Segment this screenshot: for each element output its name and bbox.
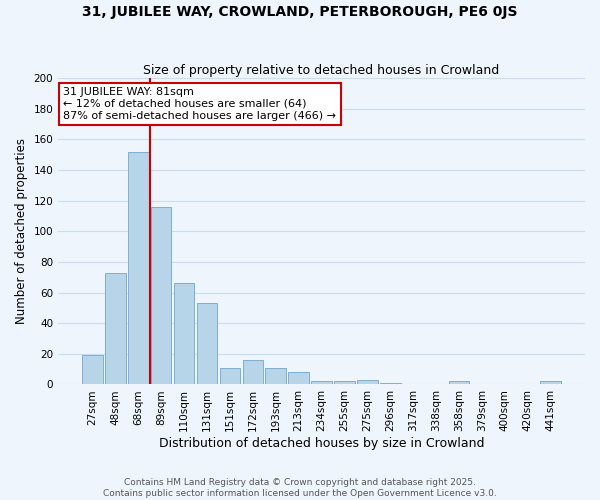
Bar — [174, 284, 194, 384]
Bar — [265, 368, 286, 384]
Bar — [82, 356, 103, 384]
Bar — [105, 272, 125, 384]
Bar — [289, 372, 309, 384]
Text: 31 JUBILEE WAY: 81sqm
← 12% of detached houses are smaller (64)
87% of semi-deta: 31 JUBILEE WAY: 81sqm ← 12% of detached … — [64, 88, 337, 120]
Bar — [311, 382, 332, 384]
Bar — [151, 207, 172, 384]
Bar — [334, 382, 355, 384]
Bar — [449, 382, 469, 384]
Bar — [357, 380, 378, 384]
Bar — [242, 360, 263, 384]
Title: Size of property relative to detached houses in Crowland: Size of property relative to detached ho… — [143, 64, 500, 77]
Bar — [197, 304, 217, 384]
Text: Contains HM Land Registry data © Crown copyright and database right 2025.
Contai: Contains HM Land Registry data © Crown c… — [103, 478, 497, 498]
X-axis label: Distribution of detached houses by size in Crowland: Distribution of detached houses by size … — [159, 437, 484, 450]
Bar — [220, 368, 240, 384]
Bar — [380, 383, 401, 384]
Bar — [128, 152, 149, 384]
Text: 31, JUBILEE WAY, CROWLAND, PETERBOROUGH, PE6 0JS: 31, JUBILEE WAY, CROWLAND, PETERBOROUGH,… — [82, 5, 518, 19]
Y-axis label: Number of detached properties: Number of detached properties — [15, 138, 28, 324]
Bar — [541, 382, 561, 384]
